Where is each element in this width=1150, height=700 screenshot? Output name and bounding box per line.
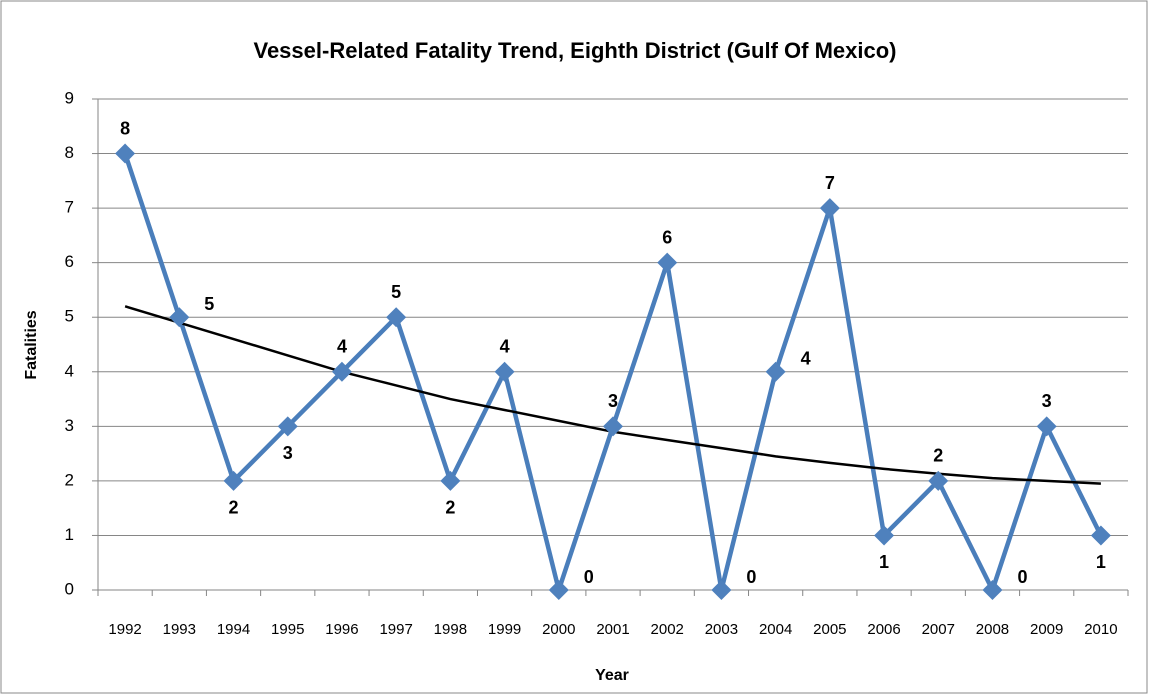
data-label: 4 [500, 337, 510, 357]
data-label: 2 [933, 446, 943, 466]
y-tick-label: 3 [65, 416, 74, 435]
data-label: 6 [662, 227, 672, 247]
marker [711, 580, 732, 600]
y-tick-label: 8 [65, 143, 74, 162]
data-label: 7 [825, 173, 835, 193]
data-label: 4 [801, 349, 811, 369]
x-axis-label: Year [595, 667, 629, 684]
x-tick-label: 1992 [108, 621, 141, 638]
marker [657, 252, 678, 273]
data-label: 0 [746, 567, 756, 587]
y-tick-label: 1 [65, 525, 74, 544]
marker [765, 361, 786, 382]
marker [1090, 525, 1111, 546]
data-label: 5 [204, 294, 214, 314]
data-label: 8 [120, 118, 130, 138]
data-label: 3 [1042, 391, 1052, 411]
x-tick-label: 1994 [217, 621, 250, 638]
marker [928, 470, 949, 491]
data-label: 0 [1017, 567, 1027, 587]
y-tick-label: 6 [65, 252, 74, 271]
x-tick-label: 1998 [434, 621, 467, 638]
marker [1036, 416, 1057, 437]
x-tick-label: 2010 [1084, 621, 1117, 638]
x-tick-label: 2001 [596, 621, 629, 638]
y-tick-label: 2 [65, 470, 74, 489]
data-label: 5 [391, 282, 401, 302]
data-label: 1 [1096, 552, 1106, 572]
y-tick-label: 0 [65, 579, 74, 598]
data-label: 1 [879, 552, 889, 572]
x-tick-label: 1995 [271, 621, 304, 638]
x-tick-label: 1997 [379, 621, 412, 638]
chart-title: Vessel-Related Fatality Trend, Eighth Di… [253, 38, 896, 63]
marker [223, 470, 244, 491]
x-tick-label: 1999 [488, 621, 521, 638]
data-label: 4 [337, 337, 347, 357]
x-tick-label: 2000 [542, 621, 575, 638]
y-tick-label: 5 [65, 307, 74, 326]
x-tick-label: 1993 [163, 621, 196, 638]
marker [548, 580, 569, 600]
marker [819, 198, 840, 219]
data-label: 3 [608, 391, 618, 411]
data-label: 2 [229, 498, 239, 518]
x-tick-label: 2004 [759, 621, 792, 638]
x-tick-label: 2005 [813, 621, 846, 638]
x-tick-label: 2007 [922, 621, 955, 638]
marker [277, 416, 298, 437]
marker [115, 143, 136, 164]
data-label: 3 [283, 443, 293, 463]
x-tick-label: 1996 [325, 621, 358, 638]
x-tick-label: 2003 [705, 621, 738, 638]
marker [982, 580, 1003, 600]
marker [603, 416, 623, 437]
y-axis-label: Fatalities [23, 310, 40, 379]
marker [169, 307, 190, 328]
y-tick-label: 9 [65, 88, 74, 107]
y-tick-label: 7 [65, 198, 74, 217]
marker [874, 525, 895, 546]
y-tick-label: 4 [65, 361, 74, 380]
x-tick-label: 2006 [867, 621, 900, 638]
x-tick-label: 2008 [976, 621, 1009, 638]
x-tick-label: 2009 [1030, 621, 1063, 638]
marker [386, 307, 407, 328]
x-tick-label: 2002 [651, 621, 684, 638]
marker [494, 361, 515, 382]
marker [331, 361, 352, 382]
data-label: 2 [445, 498, 455, 518]
marker [440, 470, 461, 491]
data-label: 0 [584, 567, 594, 587]
